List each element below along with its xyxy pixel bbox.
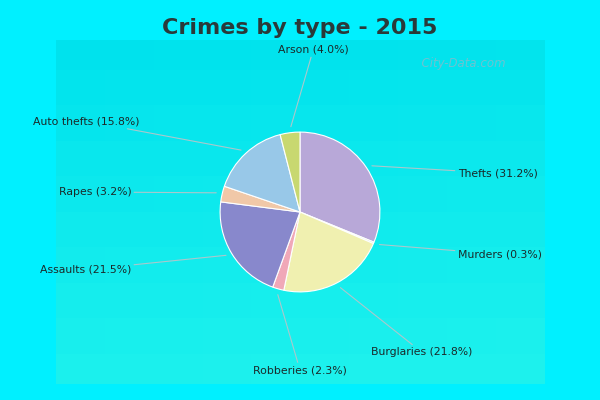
Wedge shape — [221, 186, 300, 212]
Text: Thefts (31.2%): Thefts (31.2%) — [372, 166, 538, 178]
Text: Assaults (21.5%): Assaults (21.5%) — [40, 255, 226, 275]
Text: Murders (0.3%): Murders (0.3%) — [379, 244, 542, 259]
Wedge shape — [280, 132, 300, 212]
Wedge shape — [224, 135, 300, 212]
Wedge shape — [220, 202, 300, 287]
Wedge shape — [300, 132, 380, 242]
Wedge shape — [284, 212, 373, 292]
Text: Auto thefts (15.8%): Auto thefts (15.8%) — [32, 116, 241, 150]
Text: Burglaries (21.8%): Burglaries (21.8%) — [340, 288, 473, 357]
Text: Rapes (3.2%): Rapes (3.2%) — [59, 187, 216, 197]
Text: Robberies (2.3%): Robberies (2.3%) — [253, 295, 347, 375]
Wedge shape — [300, 212, 374, 244]
Text: Arson (4.0%): Arson (4.0%) — [278, 44, 349, 127]
Text: Crimes by type - 2015: Crimes by type - 2015 — [163, 18, 437, 38]
Text: City-Data.com: City-Data.com — [413, 57, 505, 70]
Wedge shape — [273, 212, 300, 290]
